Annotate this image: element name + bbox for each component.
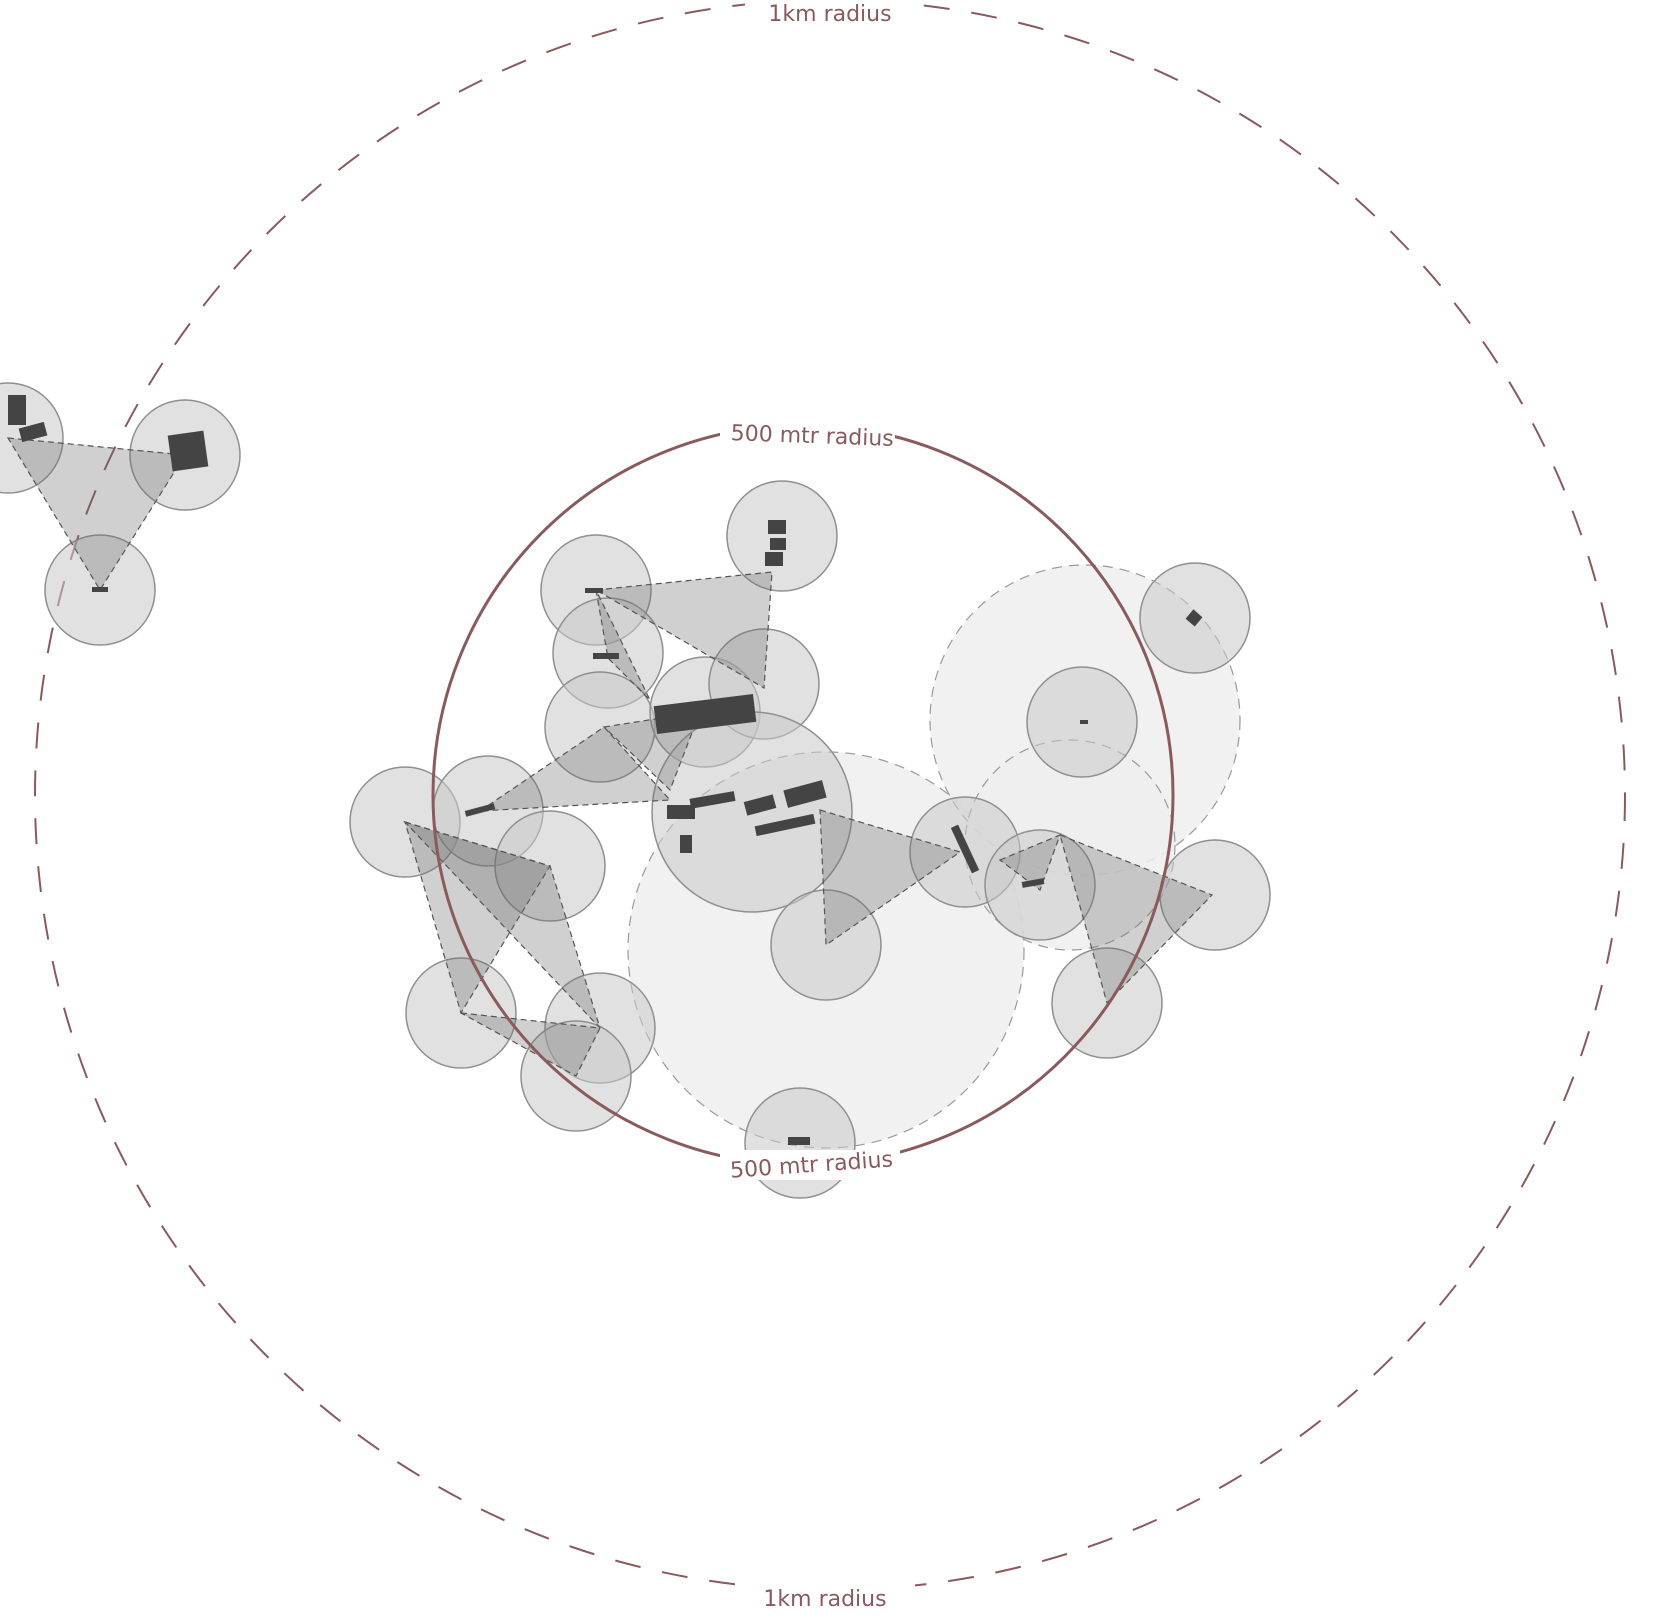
inner-ring-label-top: 500 mtr radius [730, 421, 894, 452]
connection-triangle [595, 589, 651, 701]
building [18, 421, 48, 443]
connection-triangle [6, 437, 187, 592]
connection-triangle [1059, 833, 1214, 1005]
connection-triangle [403, 820, 601, 1029]
building [788, 1137, 810, 1145]
outer-ring-label-top: 1km radius [768, 2, 891, 27]
catchment-circle [770, 889, 882, 1001]
catchment-circle [726, 480, 838, 592]
building [464, 803, 496, 817]
outer-label-bottom-mask [745, 1584, 915, 1614]
outer-ring-label-bottom: 1km radius [763, 1587, 886, 1612]
building [92, 587, 108, 592]
connection-triangle [477, 726, 672, 812]
building [770, 538, 786, 550]
building [768, 520, 786, 534]
building [653, 694, 757, 734]
building [765, 552, 783, 566]
building [689, 791, 736, 809]
building [8, 395, 26, 425]
building [593, 653, 619, 659]
building [667, 805, 695, 819]
connection-triangle [594, 571, 773, 690]
building [743, 794, 777, 816]
building [783, 780, 827, 808]
building [1080, 720, 1088, 724]
building [1021, 878, 1045, 888]
outer-label-top-mask [745, 0, 915, 26]
inner-label-top-mask [720, 420, 895, 450]
building [585, 588, 603, 593]
building [950, 824, 980, 874]
building [167, 430, 209, 472]
building [754, 813, 816, 837]
building [680, 835, 692, 853]
connection-triangle [819, 809, 962, 947]
building [1185, 609, 1203, 627]
connection-triangle [998, 833, 1062, 891]
catchment-circle [984, 829, 1096, 941]
buildings [8, 395, 1203, 1145]
inner-label-bottom-mask [720, 1150, 900, 1180]
